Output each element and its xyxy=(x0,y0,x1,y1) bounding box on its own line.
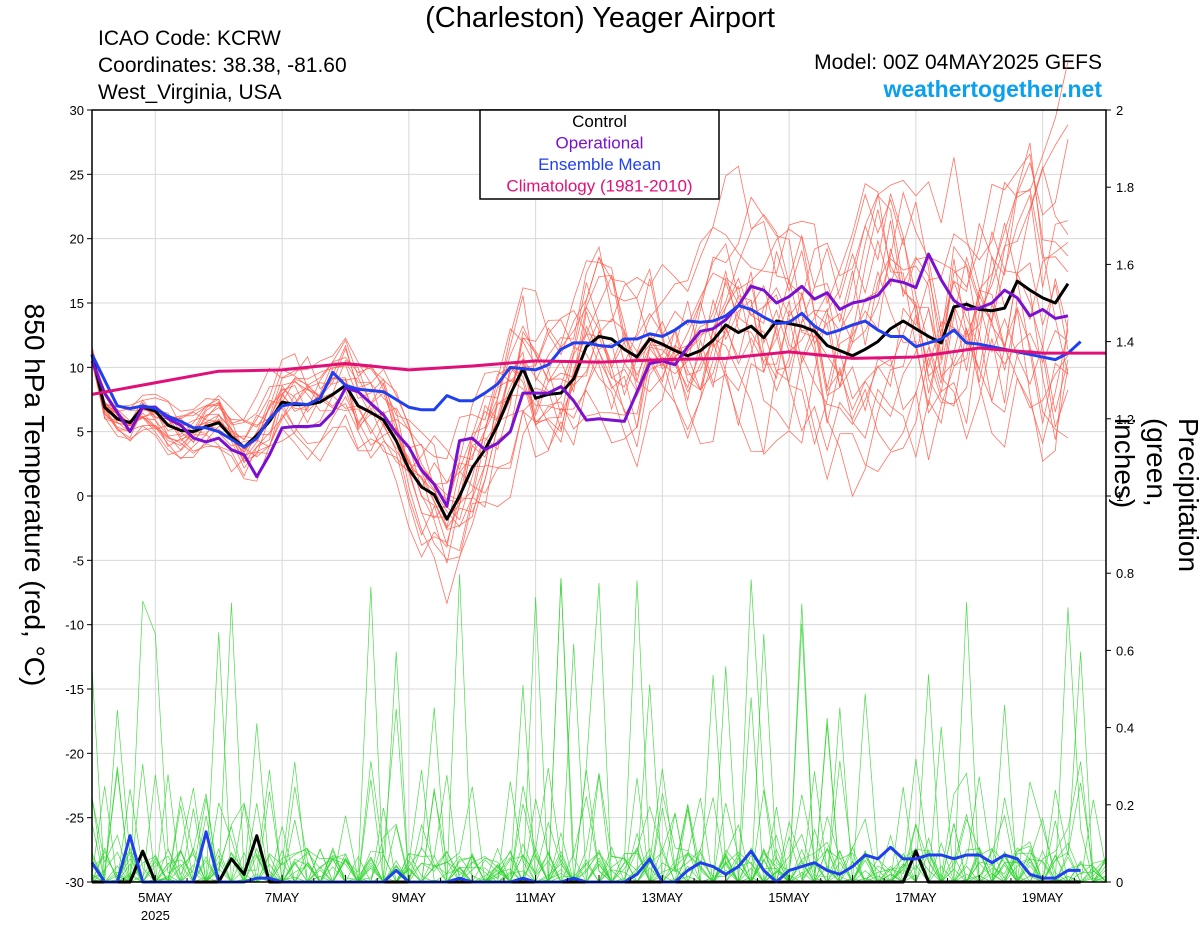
x-tick-label: 17MAY xyxy=(895,890,937,905)
x-tick-label: 7MAY xyxy=(265,890,300,905)
ensemble-temp-line xyxy=(91,142,1069,529)
x-tick-label: 13MAY xyxy=(642,890,684,905)
ensemble-temp-line xyxy=(91,258,1069,552)
y-left-tick-label: -30 xyxy=(65,875,84,890)
icao-code: ICAO Code: KCRW xyxy=(98,27,281,50)
coordinates: Coordinates: 38.38, -81.60 xyxy=(98,54,347,77)
y-right-tick-label: 1.6 xyxy=(1116,257,1134,272)
ensemble-precip-line xyxy=(91,580,1107,884)
y-right-tick-label: 0.4 xyxy=(1116,721,1134,736)
x-tick-label: 11MAY xyxy=(515,890,556,905)
x-tick-label: 15MAY xyxy=(768,890,810,905)
x-tick-label: 9MAY xyxy=(392,890,427,905)
ensemble-precip-line xyxy=(91,574,1107,883)
ensemble-precip-line xyxy=(91,582,1106,883)
y-right-tick-label: 1.2 xyxy=(1116,412,1134,427)
legend-box xyxy=(479,109,720,200)
y-left-tick-label: 20 xyxy=(70,232,84,247)
y-axis-right-label: 6-hour Precipitation (green, inches) xyxy=(1109,417,1200,573)
location: West_Virginia, USA xyxy=(98,81,282,104)
ensemble-precip-line xyxy=(91,597,1107,884)
ensemble-precip-members xyxy=(91,574,1107,884)
y-right-tick-label: 1.4 xyxy=(1116,335,1134,350)
ensemble-precip-line xyxy=(91,578,1107,884)
ensemble-precip-line xyxy=(92,578,1107,884)
ensemble-temp-line xyxy=(91,139,1069,485)
y-right-tick-label: 0.6 xyxy=(1116,643,1134,658)
x-tick-sublabel: 2025 xyxy=(141,908,170,923)
ensemble-temp-line xyxy=(91,165,1069,472)
y-left-tick-label: 15 xyxy=(70,296,84,311)
y-left-tick-label: -20 xyxy=(65,746,84,761)
y-right-tick-label: 1.8 xyxy=(1116,180,1134,195)
x-tick-label: 5MAY xyxy=(138,890,173,905)
ensemble-temp-line xyxy=(91,248,1069,536)
legend-entry: Climatology (1981-2010) xyxy=(506,177,692,196)
ensemble-temp-line xyxy=(91,191,1069,505)
y-left-tick-label: 5 xyxy=(77,425,84,440)
x-tick-label: 19MAY xyxy=(1022,890,1064,905)
y-left-tick-label: 30 xyxy=(70,103,84,118)
series-operational-temp-line xyxy=(90,252,1069,508)
legend-entry: Operational xyxy=(556,134,644,153)
ensemble-precip-line xyxy=(92,586,1106,884)
ensemble-precip-line xyxy=(91,607,1106,884)
y-left-tick-label: -15 xyxy=(65,682,84,697)
legend-entry: Control xyxy=(572,112,627,131)
series-ensemble-mean-temp-line xyxy=(90,304,1082,449)
ensemble-temp-line xyxy=(91,124,1069,546)
ensemble-precip-line xyxy=(91,632,1107,884)
ensemble-precip-line xyxy=(91,643,1107,884)
y-axis-left-label: 850 hPa Temperature (red, °C) xyxy=(19,303,50,687)
site-link[interactable]: weathertogether.net xyxy=(883,76,1102,102)
y-right-tick-label: 2 xyxy=(1116,103,1123,118)
y-left-tick-label: -5 xyxy=(72,553,84,568)
ensemble-temp-line xyxy=(91,262,1069,518)
ensemble-temp-line xyxy=(91,193,1069,561)
ensemble-precip-line xyxy=(91,602,1107,884)
y-left-tick-label: -10 xyxy=(65,618,84,633)
y-left-tick-label: -25 xyxy=(65,811,84,826)
legend-entry: Ensemble Mean xyxy=(538,155,661,174)
y-left-tick-label: 25 xyxy=(70,167,84,182)
ensemble-temp-line xyxy=(91,61,1069,564)
model-run: Model: 00Z 04MAY2025 GEFS xyxy=(814,51,1102,74)
y-right-tick-label: 0.8 xyxy=(1116,566,1134,581)
ensemble-temp-line xyxy=(91,282,1069,531)
ensemble-precip-line xyxy=(91,600,1106,883)
gridlines xyxy=(92,110,1106,882)
page-title: (Charleston) Yeager Airport xyxy=(425,2,775,34)
y-right-tick-label: 0 xyxy=(1116,875,1123,890)
y-left-tick-label: 10 xyxy=(70,360,84,375)
ensemble-temp-line xyxy=(91,245,1069,605)
y-left-tick-label: 0 xyxy=(77,489,84,504)
y-right-tick-label: 0.2 xyxy=(1116,798,1134,813)
series-climatology-temp-line xyxy=(91,346,1106,396)
ensemble-precip-line xyxy=(91,602,1107,883)
y-right-tick-label: 1 xyxy=(1116,489,1123,504)
